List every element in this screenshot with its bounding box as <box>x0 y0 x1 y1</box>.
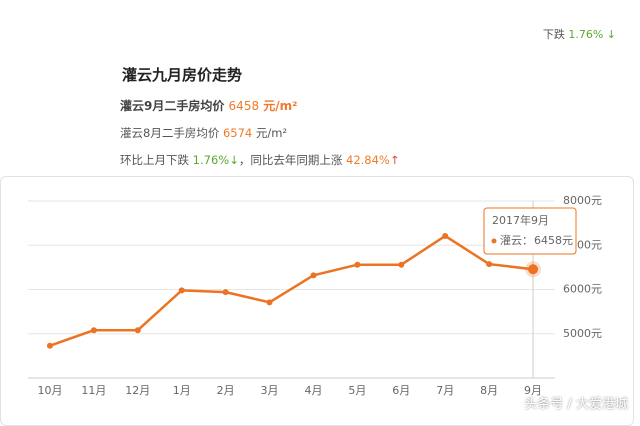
x-tick-label: 12月 <box>125 384 150 397</box>
arrow: ↓ <box>606 28 616 41</box>
data-point <box>310 272 317 279</box>
text: 灌云8月二手房均价 <box>120 126 220 140</box>
data-point <box>528 264 539 275</box>
y-tick-label: 6000元 <box>563 283 602 296</box>
data-point <box>442 232 449 239</box>
data-point <box>266 299 273 306</box>
data-point <box>178 287 185 294</box>
y-tick-label: 5000元 <box>563 327 602 340</box>
article-title: 灌云九月房价走势 <box>122 66 243 84</box>
data-point <box>46 342 53 349</box>
x-tick-label: 1月 <box>173 384 191 397</box>
tooltip-box <box>483 207 577 255</box>
change: 1.76% <box>568 28 604 41</box>
tooltip-dot <box>491 238 497 244</box>
text: 灌云9月二手房均价 <box>120 99 225 113</box>
x-tick-label: 4月 <box>304 384 322 397</box>
change-line: 环比上月下跌 1.76%↓，同比去年同期上涨 42.84%↑ <box>120 152 400 168</box>
x-tick-label: 6月 <box>392 384 410 397</box>
text: 下跌 <box>542 28 565 41</box>
text: ，同比去年同期上涨 <box>238 153 343 167</box>
y-tick-label: 8000元 <box>563 194 602 207</box>
x-tick-label: 10月 <box>37 384 62 397</box>
x-tick-label: 11月 <box>81 384 106 397</box>
tooltip-value: 6458元 <box>534 234 573 247</box>
yoy: 42.84% <box>346 153 390 167</box>
data-point <box>354 261 361 268</box>
price-line: 灌云8月二手房均价 6574 元/m² <box>120 125 287 141</box>
x-tick-label: 3月 <box>261 384 279 397</box>
price-line: 灌云9月二手房均价 6458 元/m² <box>120 97 297 114</box>
text: 环比上月下跌 <box>120 153 189 167</box>
arrow: ↑ <box>389 153 400 167</box>
unit: 元/m² <box>263 99 298 113</box>
tooltip-label: 灌云： <box>500 234 533 247</box>
x-tick-label: 5月 <box>348 384 366 397</box>
x-tick-label: 8月 <box>480 384 498 397</box>
price: 6458 <box>228 99 260 113</box>
data-point <box>398 261 405 268</box>
data-line <box>49 234 534 347</box>
watermark: 头条号 / 大爱港城 <box>524 397 628 412</box>
price: 6574 <box>222 126 253 140</box>
data-point <box>222 289 229 296</box>
mom: 1.76% <box>192 153 230 167</box>
x-tick-label: 2月 <box>217 384 235 397</box>
unit: 元/m² <box>255 126 288 140</box>
data-point <box>134 327 141 334</box>
x-tick-label: 9月 <box>524 384 542 397</box>
x-tick-label: 7月 <box>436 384 454 397</box>
change-badge: 下跌 1.76% ↓ <box>543 26 616 42</box>
arrow: ↓ <box>229 153 239 167</box>
tooltip-title: 2017年9月 <box>492 213 549 227</box>
data-point <box>90 327 97 334</box>
data-point <box>486 261 493 268</box>
